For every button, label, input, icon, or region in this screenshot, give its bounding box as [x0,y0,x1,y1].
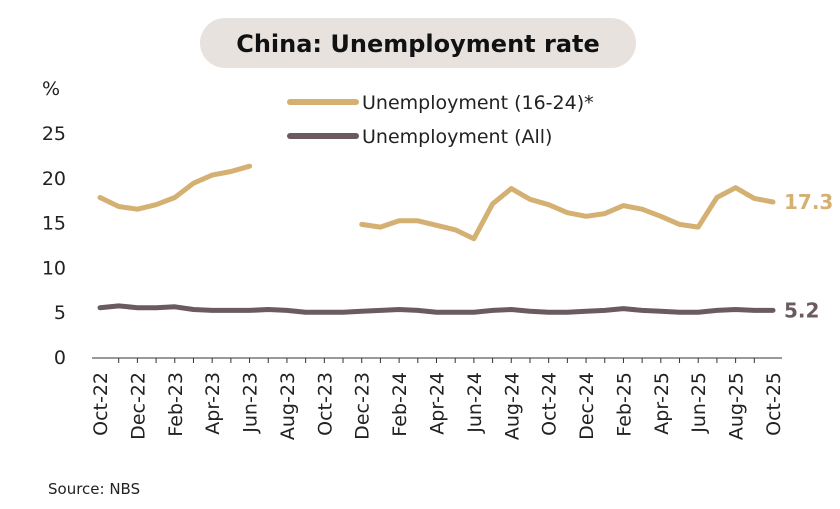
chart-title: China: Unemployment rate [236,30,600,58]
x-tick-label: Feb-24 [389,372,411,437]
legend: Unemployment (16-24)* Unemployment (All) [287,92,594,148]
x-tick-label: Feb-25 [613,372,635,437]
y-tick-labels: 0 5 10 15 20 25 [42,123,66,369]
y-tick-label: 20 [42,168,66,190]
series-line-all [97,303,776,315]
y-tick-label: 25 [42,123,66,145]
x-tick-label: Aug-25 [726,372,748,440]
legend-label-youth: Unemployment (16-24)* [362,92,594,114]
x-tick-label: Jun-25 [688,372,710,434]
x-tick-labels: Oct-22 Dec-22 Feb-23 Apr-23 Jun-23 Aug-23 Oct-… [90,358,785,440]
y-tick-label: 10 [42,257,66,279]
x-tick-label: Apr-24 [427,372,449,435]
x-tick-label: Dec-23 [352,372,374,440]
x-tick-label: Oct-24 [539,372,561,436]
y-tick-label: 5 [54,302,66,324]
x-tick-label: Dec-22 [127,372,149,440]
y-tick-label: 0 [54,347,66,369]
x-tick-label: Aug-24 [501,372,523,440]
x-tick-label: Oct-22 [90,372,112,436]
legend-label-all: Unemployment (All) [362,126,552,148]
x-tick-label: Jun-24 [464,372,486,434]
x-tick-label: Oct-25 [763,372,785,436]
title-pill [200,18,636,68]
end-label-youth: 17.3 [784,190,833,214]
y-tick-label: 15 [42,213,66,235]
x-tick-label: Apr-23 [202,372,224,435]
end-label-all: 5.2 [784,298,819,322]
x-tick-label: Jun-23 [240,372,262,434]
x-tick-label: Aug-23 [277,372,299,440]
x-tick-label: Oct-23 [314,372,336,436]
x-tick-label: Dec-24 [576,372,598,440]
x-tick-label: Apr-25 [651,372,673,435]
source-note: Source: NBS [48,480,140,498]
y-axis-label: % [42,78,60,100]
series-lines [97,163,776,315]
x-tick-label: Feb-23 [165,372,187,437]
series-line-youth [97,163,776,242]
